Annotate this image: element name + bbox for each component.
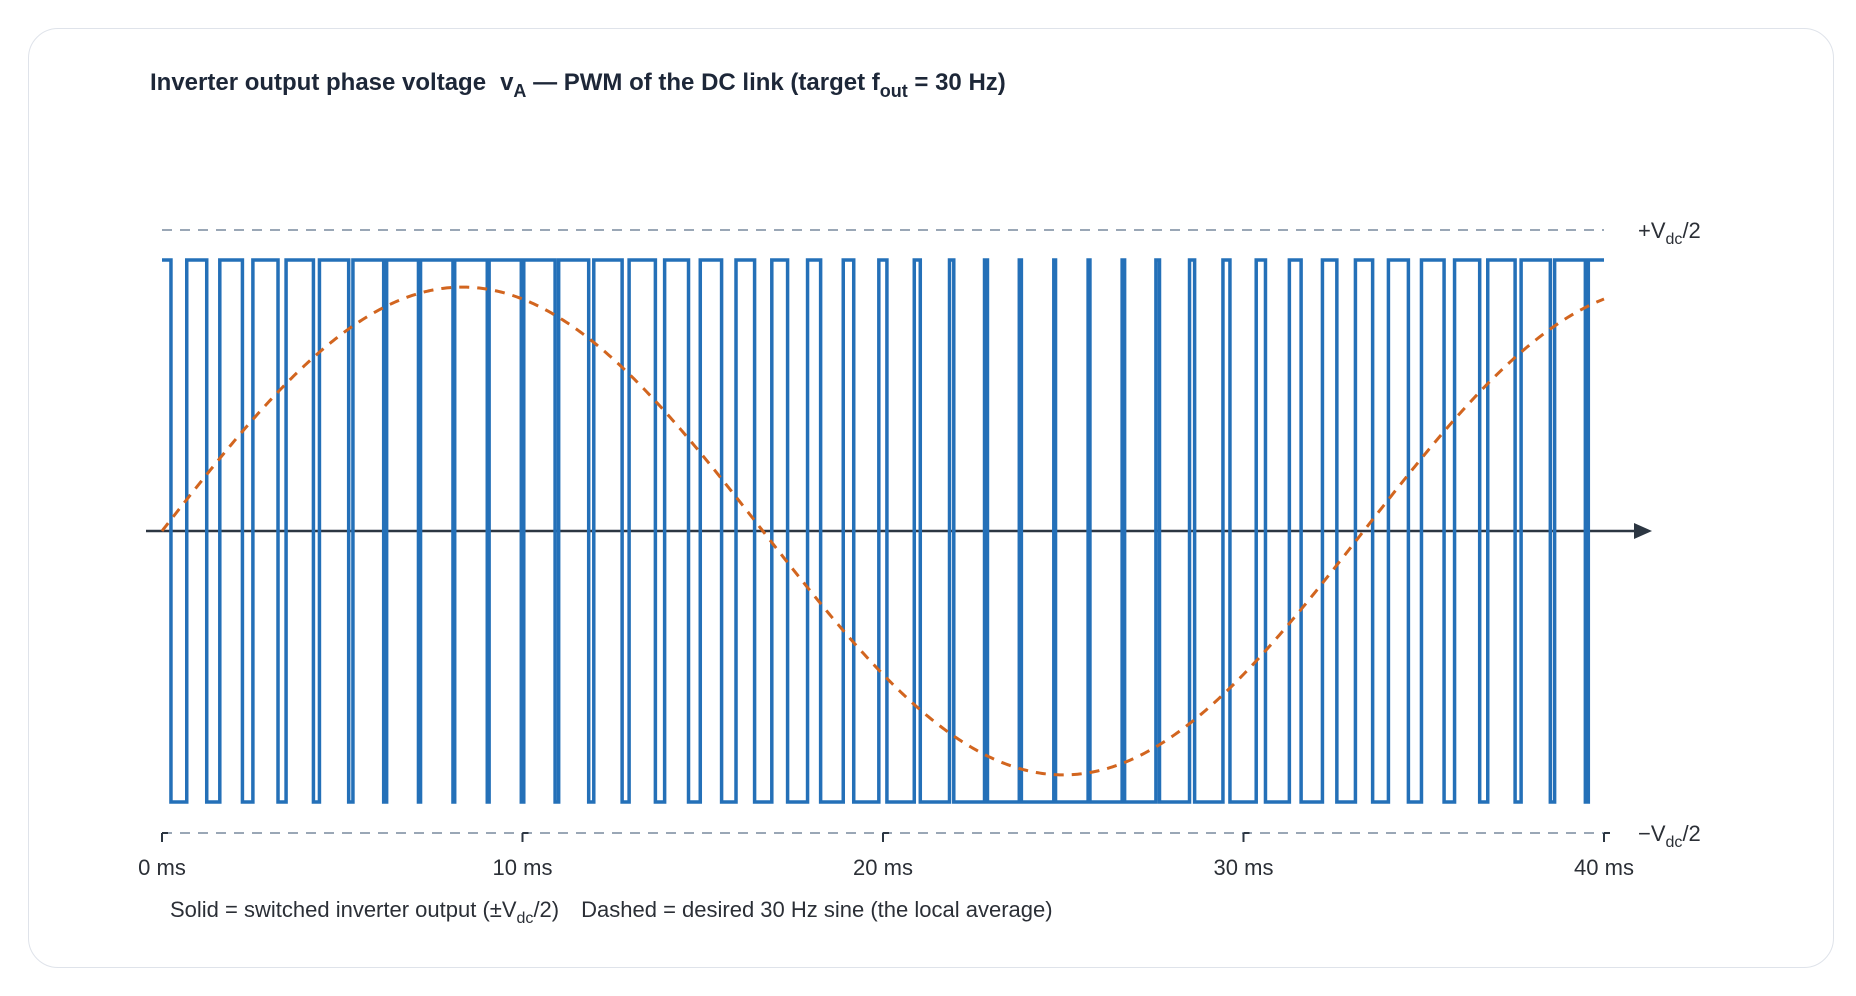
bottom-rail-label: −Vdc/2 (1638, 821, 1701, 851)
x-tick-label: 20 ms (853, 855, 913, 880)
x-tick-mark (1603, 832, 1610, 842)
time-axis-arrow-icon (1634, 523, 1652, 539)
x-tick-label: 40 ms (1574, 855, 1634, 880)
series-switched-output (162, 258, 1604, 804)
chart-card (28, 28, 1834, 968)
x-tick-mark (1242, 832, 1250, 842)
x-tick-mark (521, 832, 529, 842)
x-tick-label: 10 ms (493, 855, 553, 880)
x-axis-ticks: 0 ms 10 ms 20 ms 30 ms 40 ms (138, 832, 1634, 880)
top-rail-label: +Vdc/2 (1638, 218, 1701, 248)
chart-title: Inverter output phase voltage vA — PWM of… (150, 69, 1006, 101)
x-tick-mark (161, 832, 168, 842)
x-tick-label: 0 ms (138, 855, 186, 880)
x-tick-mark (882, 832, 889, 842)
x-tick-label: 30 ms (1214, 855, 1274, 880)
legend-text: Solid = switched inverter output (±Vdc/2… (170, 897, 1053, 927)
